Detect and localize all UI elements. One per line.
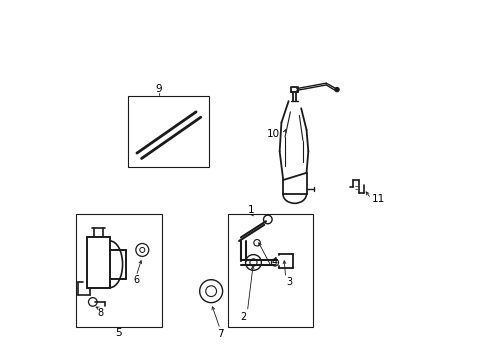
Circle shape [334, 87, 339, 92]
Text: 4: 4 [271, 257, 278, 267]
Bar [76, 214, 162, 327]
Circle shape [88, 298, 97, 306]
Text: 2: 2 [240, 312, 246, 322]
Text: 6: 6 [133, 275, 139, 285]
Circle shape [199, 280, 222, 303]
Bar [128, 96, 208, 167]
Text: 9: 9 [156, 84, 162, 94]
Circle shape [205, 286, 216, 297]
Text: 3: 3 [285, 277, 292, 287]
Circle shape [140, 247, 144, 252]
Circle shape [136, 243, 148, 256]
Circle shape [253, 239, 260, 246]
Text: 10: 10 [266, 129, 280, 139]
Text: 11: 11 [371, 194, 384, 204]
Bar [228, 214, 312, 327]
Circle shape [245, 255, 261, 270]
Circle shape [271, 259, 278, 266]
Text: 8: 8 [97, 309, 103, 318]
Text: 5: 5 [115, 328, 122, 338]
Text: 7: 7 [216, 329, 223, 339]
Circle shape [249, 259, 257, 266]
Text: 1: 1 [247, 206, 254, 216]
Circle shape [263, 215, 271, 224]
